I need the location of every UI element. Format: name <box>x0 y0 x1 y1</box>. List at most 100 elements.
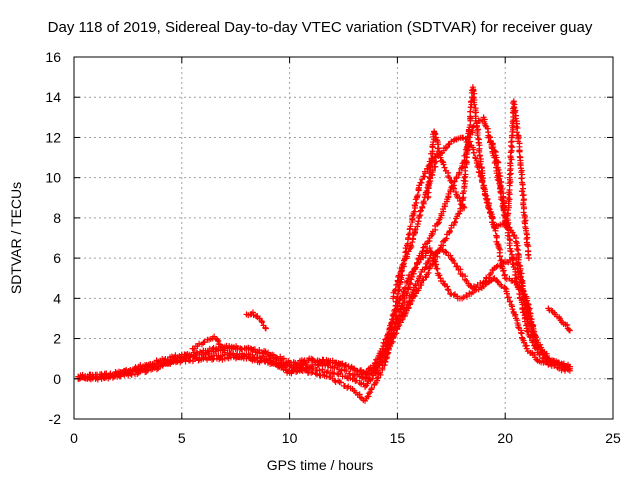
data-point <box>474 132 481 139</box>
data-point <box>417 273 424 280</box>
data-point <box>365 390 372 397</box>
data-point <box>374 364 381 371</box>
data-point <box>505 294 512 301</box>
data-point <box>485 200 492 207</box>
data-point <box>461 204 468 211</box>
data-point <box>365 374 372 381</box>
data-point <box>382 354 389 361</box>
data-point <box>420 198 427 205</box>
data-point <box>513 246 520 253</box>
data-point <box>518 334 525 341</box>
y-tick-label: -2 <box>49 411 62 427</box>
data-point <box>446 228 453 235</box>
data-point <box>470 88 477 95</box>
data-point <box>513 123 520 130</box>
data-point <box>513 129 520 136</box>
data-point <box>400 261 407 268</box>
data-point <box>559 361 566 368</box>
data-point <box>424 194 431 201</box>
data-point <box>505 194 512 201</box>
data-point <box>458 165 465 172</box>
data-point <box>477 160 484 167</box>
data-point <box>398 265 405 272</box>
y-axis-label: SDTVAR / TECUs <box>8 181 24 295</box>
data-point <box>367 389 374 396</box>
data-point <box>412 265 419 272</box>
data-point <box>524 297 531 304</box>
data-point <box>490 144 497 151</box>
data-point <box>526 306 533 313</box>
data-point <box>424 189 431 196</box>
data-point <box>296 363 303 370</box>
data-point <box>527 312 534 319</box>
data-point <box>536 351 543 358</box>
data-series-track-9 <box>243 309 269 332</box>
data-point <box>387 324 394 331</box>
data-point <box>565 326 572 333</box>
data-point <box>445 141 452 148</box>
data-point <box>446 174 453 181</box>
data-point <box>533 356 540 363</box>
x-axis-label: GPS time / hours <box>266 457 374 473</box>
data-point <box>416 213 423 220</box>
data-point <box>419 203 426 210</box>
data-point <box>358 373 365 380</box>
data-point <box>402 310 409 317</box>
data-point <box>200 339 207 346</box>
data-point <box>362 383 369 390</box>
data-point <box>449 179 456 186</box>
data-point <box>544 352 551 359</box>
data-point <box>259 319 266 326</box>
y-tick-label: 12 <box>45 129 61 145</box>
chart-title: Day 118 of 2019, Sidereal Day-to-day VTE… <box>47 19 593 36</box>
data-point <box>528 318 535 325</box>
data-point <box>509 306 516 313</box>
data-point <box>368 385 375 392</box>
data-point <box>262 358 269 365</box>
data-point <box>410 293 417 300</box>
data-point <box>479 172 486 179</box>
data-point <box>510 310 517 317</box>
data-point <box>214 336 221 343</box>
data-point <box>399 316 406 323</box>
data-point <box>404 290 411 297</box>
data-point <box>452 219 459 226</box>
data-point <box>485 205 492 212</box>
data-point <box>402 284 409 291</box>
data-point <box>475 139 482 146</box>
data-point <box>414 193 421 200</box>
data-point <box>379 357 386 364</box>
data-point <box>405 304 412 311</box>
x-tick-label: 0 <box>70 430 78 446</box>
data-point <box>167 360 174 367</box>
data-point <box>432 131 439 138</box>
data-point <box>417 208 424 215</box>
data-point <box>395 300 402 307</box>
data-point <box>496 253 503 260</box>
data-point <box>309 369 316 376</box>
data-point <box>503 290 510 297</box>
data-point <box>93 374 100 381</box>
data-point <box>115 372 122 379</box>
data-point <box>511 278 518 285</box>
data-point <box>478 165 485 172</box>
data-point <box>517 329 524 336</box>
data-point <box>386 325 393 332</box>
data-point <box>409 212 416 219</box>
data-series-track-10 <box>545 305 573 334</box>
data-point <box>270 361 277 368</box>
data-point <box>128 371 135 378</box>
y-tick-label: 16 <box>45 49 61 65</box>
data-series-track-5 <box>189 245 552 376</box>
data-point <box>444 283 451 290</box>
data-point <box>476 152 483 159</box>
data-point <box>437 154 444 161</box>
data-point <box>426 245 433 252</box>
data-point <box>508 139 515 146</box>
data-point <box>436 272 443 279</box>
data-point <box>262 325 269 332</box>
data-point <box>539 349 546 356</box>
data-point <box>300 358 307 365</box>
data-point <box>415 285 422 292</box>
data-point <box>182 358 189 365</box>
